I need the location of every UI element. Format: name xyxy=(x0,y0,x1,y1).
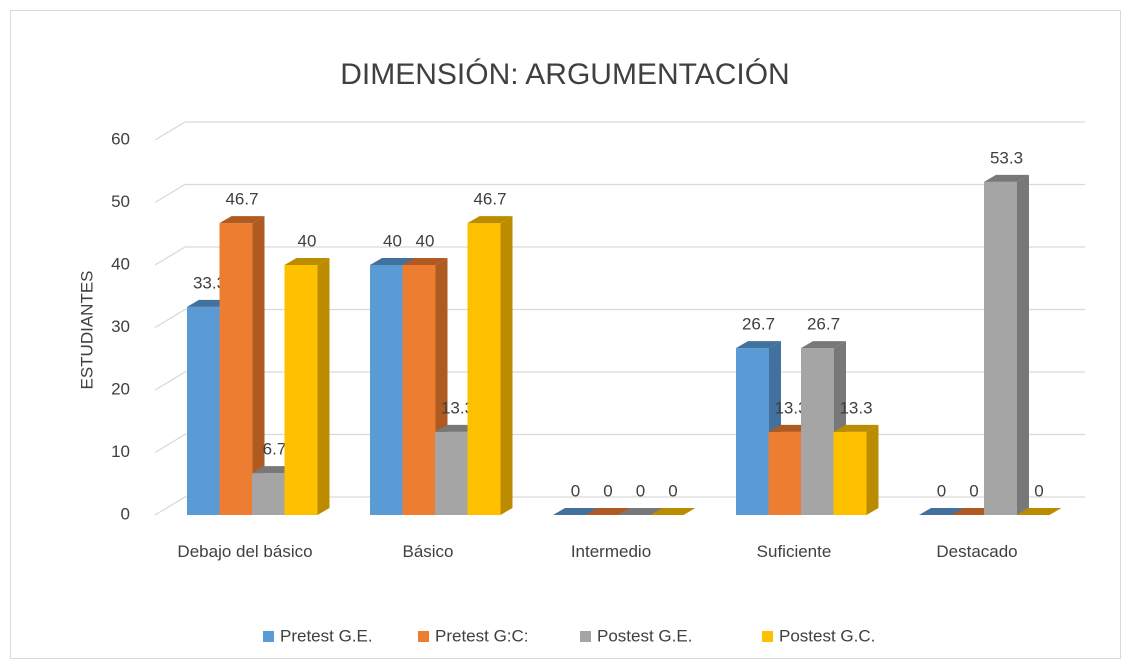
bar xyxy=(833,424,879,515)
bar-front xyxy=(768,431,802,515)
bar xyxy=(284,258,330,515)
bar-side xyxy=(252,216,265,515)
data-label: 40 xyxy=(416,231,435,250)
bar-front xyxy=(467,223,501,515)
grid-line xyxy=(154,121,1085,141)
bar-side xyxy=(317,258,330,515)
data-label: 0 xyxy=(571,481,580,500)
data-label: 13.3 xyxy=(774,398,807,417)
bar xyxy=(585,508,631,515)
data-label: 0 xyxy=(1034,481,1043,500)
bar-top xyxy=(984,174,1029,182)
x-tick-label: Destacado xyxy=(936,542,1018,561)
bar-top xyxy=(833,424,879,432)
bar-front xyxy=(187,306,220,515)
bar-top xyxy=(1016,508,1062,515)
data-label: 0 xyxy=(636,481,645,500)
y-axis-title: ESTUDIANTES xyxy=(77,270,96,389)
data-label: 40 xyxy=(298,231,317,250)
bar-top xyxy=(919,508,964,515)
data-label: 33.3 xyxy=(193,273,226,292)
grid-line xyxy=(154,246,1085,266)
bar xyxy=(984,174,1029,515)
legend-swatch xyxy=(418,631,429,642)
data-label: 26.7 xyxy=(807,315,840,334)
bar-front xyxy=(252,473,285,515)
chart-title: DIMENSIÓN: ARGUMENTACIÓN xyxy=(340,58,789,91)
bar xyxy=(919,508,964,515)
bar-top xyxy=(736,341,781,349)
data-label: 0 xyxy=(603,481,612,500)
bar xyxy=(553,508,598,515)
bar-top xyxy=(219,216,265,224)
data-label: 40 xyxy=(383,231,402,250)
y-tick-label: 60 xyxy=(111,129,130,148)
y-tick-label: 20 xyxy=(111,379,130,398)
bar-top xyxy=(618,508,663,515)
bar-side xyxy=(866,424,879,515)
bar-top xyxy=(467,216,513,224)
bar-front xyxy=(219,223,253,515)
bar-top xyxy=(801,341,846,349)
legend-label: Postest G.C. xyxy=(779,626,875,645)
bar-top xyxy=(402,258,448,265)
y-tick-label: 50 xyxy=(111,192,130,211)
bar-top xyxy=(370,258,415,265)
bar xyxy=(650,508,696,515)
legend-label: Postest G.E. xyxy=(597,626,692,645)
bar-top xyxy=(650,508,696,515)
data-label: 46.7 xyxy=(473,190,506,209)
bar-front xyxy=(435,431,468,515)
x-tick-label: Intermedio xyxy=(570,542,652,561)
bar-side xyxy=(1017,174,1029,515)
bar xyxy=(1016,508,1062,515)
bar-front xyxy=(736,348,769,515)
data-label: 0 xyxy=(969,481,978,500)
bar-front xyxy=(833,431,867,515)
bar xyxy=(618,508,663,515)
legend-swatch xyxy=(580,631,591,642)
data-label: 0 xyxy=(668,481,677,500)
legend-swatch xyxy=(263,631,274,642)
y-tick-label: 30 xyxy=(111,317,130,336)
legend-label: Pretest G:C: xyxy=(435,626,529,645)
bar-front xyxy=(984,181,1017,515)
bar-front xyxy=(801,348,834,515)
x-tick-label: Debajo del básico xyxy=(177,542,313,561)
data-label: 13.3 xyxy=(839,398,872,417)
grid-line xyxy=(154,371,1085,391)
bar xyxy=(467,216,513,515)
bar-top xyxy=(553,508,598,515)
bar-front xyxy=(370,265,403,515)
y-tick-label: 0 xyxy=(121,504,130,523)
bar-top xyxy=(585,508,631,515)
data-label: 46.7 xyxy=(225,190,258,209)
y-tick-label: 10 xyxy=(111,442,130,461)
data-label: 0 xyxy=(937,481,946,500)
bar xyxy=(219,216,265,515)
data-label: 6.7 xyxy=(263,440,287,459)
bar-side xyxy=(500,216,513,515)
data-label: 26.7 xyxy=(742,315,775,334)
data-label: 53.3 xyxy=(990,148,1023,167)
y-tick-label: 40 xyxy=(111,254,130,273)
bar-front xyxy=(284,265,318,515)
bar-top xyxy=(284,258,330,265)
grid-line xyxy=(154,183,1085,204)
grid-line xyxy=(154,308,1085,329)
legend-label: Pretest G.E. xyxy=(280,626,373,645)
bar-front xyxy=(402,265,436,515)
x-tick-label: Suficiente xyxy=(756,542,832,561)
legend-swatch xyxy=(762,631,773,642)
data-label: 13.3 xyxy=(441,398,474,417)
bar xyxy=(736,341,781,515)
x-tick-label: Básico xyxy=(402,542,454,561)
